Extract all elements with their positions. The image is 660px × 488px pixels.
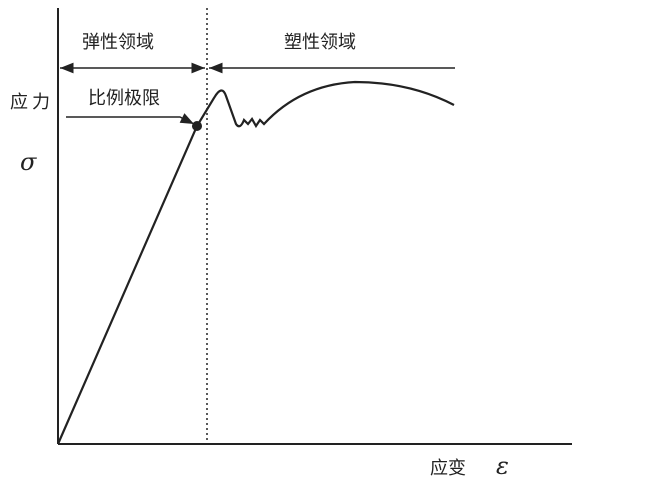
annotation-label: 比例极限 bbox=[88, 88, 160, 109]
x-axis-label: 应变 bbox=[430, 458, 466, 479]
y-axis-symbol: σ bbox=[20, 148, 37, 176]
plastic-region-label: 塑性领域 bbox=[284, 32, 356, 53]
y-axis-label: 应力 bbox=[10, 92, 54, 113]
annotation-leader bbox=[66, 113, 195, 125]
x-axis-symbol: ε bbox=[496, 452, 509, 480]
proportional-limit-point bbox=[192, 121, 202, 131]
elastic-region-label: 弹性领域 bbox=[82, 32, 154, 53]
stress-strain-curve bbox=[56, 80, 455, 445]
